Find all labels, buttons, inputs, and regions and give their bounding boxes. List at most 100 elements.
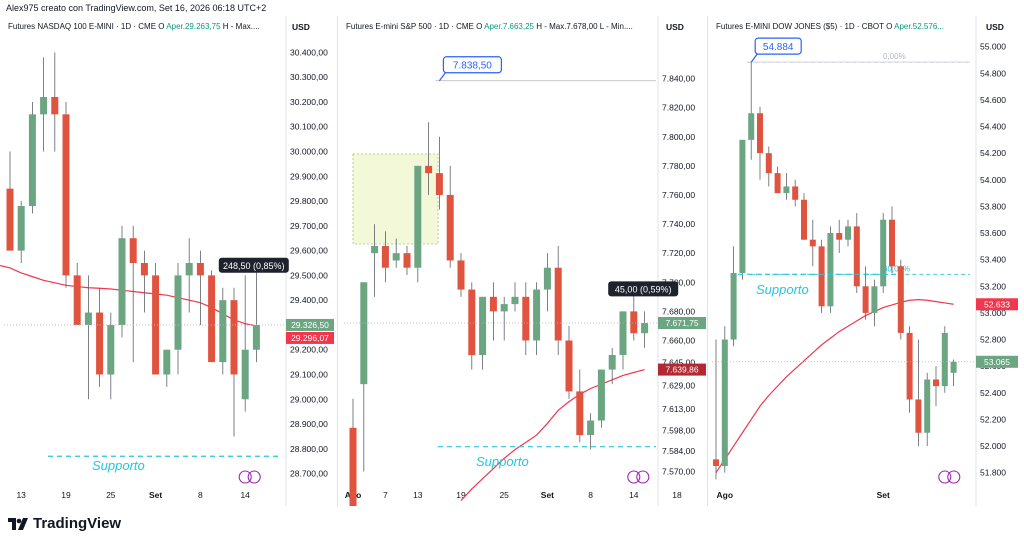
x-tick-label: Ago: [717, 490, 734, 500]
panel-dow[interactable]: 55.000 54.800 54.600 54.400 54.200 54.000 53.8…: [708, 16, 1024, 506]
replay-icon: [627, 470, 641, 484]
candle-up: [533, 289, 541, 341]
alert-icon: [636, 470, 650, 484]
candle-down: [757, 113, 763, 154]
candle-up: [597, 369, 605, 421]
candle-down: [809, 239, 816, 247]
y-tick-label: 7.570,00: [662, 466, 695, 476]
x-tick-label: 13: [413, 490, 423, 500]
last-price-tag: [976, 355, 1018, 368]
candle-up: [163, 349, 171, 375]
candle-up: [17, 206, 25, 251]
x-tick-label: 19: [61, 490, 71, 500]
symbol-title-sp500[interactable]: Futures E-mini S&P 500 · 1D · CME O Aper…: [346, 22, 658, 31]
symbol-title-nasdaq[interactable]: Futures NASDAQ 100 E-MINI · 1D · CME O A…: [8, 22, 278, 31]
currency-label: USD: [666, 22, 684, 32]
ma-price-tag: [286, 331, 334, 344]
candle-down: [62, 114, 70, 276]
candle-up: [619, 311, 627, 356]
candle-up: [827, 233, 834, 307]
y-tick-label: 54.600: [980, 95, 1006, 105]
ohlc-open-value: Aper.29.263,75: [166, 22, 221, 31]
fib-level-label: 60,00%: [883, 264, 910, 273]
candle-down: [889, 219, 895, 267]
x-tick-label: Set: [877, 490, 890, 500]
y-tick-label: 53.800: [980, 201, 1006, 211]
moving-average-line: [715, 299, 954, 474]
candle-up: [950, 361, 957, 373]
candle-up: [241, 349, 249, 400]
tradingview-logo[interactable]: TradingView: [8, 515, 121, 532]
y-tick-label: 30.000,00: [290, 147, 328, 157]
candle-down: [576, 391, 584, 436]
high-callout-pointer: [750, 53, 758, 63]
y-tick-label: 52.200: [980, 414, 1006, 424]
y-tick-label: 29.900,00: [290, 171, 328, 181]
candle-down: [435, 173, 443, 195]
attribution-bar: Alex975 creato con TradingView.com, Set …: [0, 0, 1024, 16]
x-tick-label: 14: [240, 490, 250, 500]
y-tick-label: 29.600,00: [290, 246, 328, 256]
y-tick-label: 54.400: [980, 122, 1006, 132]
change-tooltip-text: 248,50 (0,85%): [223, 261, 285, 271]
y-tick-label: 7.780,00: [662, 161, 695, 171]
y-tick-label: 53.200: [980, 281, 1006, 291]
candle-up: [500, 304, 508, 312]
y-tick-label: 52.400: [980, 388, 1006, 398]
candle-up: [219, 300, 227, 363]
candle-down: [853, 226, 860, 287]
last-price-tag: [658, 317, 706, 330]
candle-down: [140, 263, 148, 276]
candle-down: [774, 173, 781, 194]
change-tooltip: [608, 281, 679, 297]
panel-sp500[interactable]: 7.840,00 7.820,00 7.800,00 7.780,00 7.760,00…: [338, 16, 708, 506]
candle-down: [446, 194, 454, 261]
y-tick-label: 28.800,00: [290, 444, 328, 454]
y-tick-label: 54.800: [980, 68, 1006, 78]
y-tick-label: 7.584,00: [662, 446, 695, 456]
candle-down: [554, 267, 562, 341]
candle-down: [152, 275, 160, 375]
last-price-text: 7.671,75: [665, 318, 698, 328]
candle-up: [641, 323, 649, 334]
candle-down: [801, 199, 807, 240]
replay-icon: [238, 470, 252, 484]
candle-up: [360, 282, 368, 385]
chart-layout: 30.400,00 30.300,00 30.200,00 30.100,00 30.0…: [0, 16, 1024, 506]
candle-up: [392, 253, 400, 261]
candle-down: [468, 289, 476, 356]
candle-down: [425, 165, 433, 174]
candle-down: [73, 275, 81, 325]
y-tick-label: 30.100,00: [290, 122, 328, 132]
candle-up: [371, 245, 379, 254]
candle-up: [185, 263, 193, 276]
support-label: Supporto: [756, 282, 809, 297]
candle-down: [489, 296, 497, 312]
x-tick-label: 18: [672, 490, 682, 500]
symbol-name: Futures NASDAQ 100 E-MINI · 1D · CME: [8, 22, 157, 31]
candle-up: [511, 296, 519, 305]
y-tick-label: 7.660,00: [662, 335, 695, 345]
y-tick-label: 7.720,00: [662, 248, 695, 258]
y-tick-label: 54.000: [980, 175, 1006, 185]
y-tick-label: 52.000: [980, 441, 1006, 451]
change-tooltip-text: 45,00 (0,59%): [615, 284, 672, 294]
chart-nasdaq[interactable]: 30.400,00 30.300,00 30.200,00 30.100,00 30.0…: [0, 16, 338, 506]
x-tick-label: 7: [383, 490, 388, 500]
candle-up: [871, 286, 878, 313]
y-tick-label: 53.400: [980, 255, 1006, 265]
chart-dow[interactable]: 55.000 54.800 54.600 54.400 54.200 54.000 53.8…: [708, 16, 1024, 506]
y-tick-label: 29.100,00: [290, 370, 328, 380]
symbol-name: Futures E-MINI DOW JONES ($5) · 1D · CBO…: [716, 22, 884, 31]
chart-sp500[interactable]: 7.840,00 7.820,00 7.800,00 7.780,00 7.760,00…: [338, 16, 708, 506]
symbol-title-dow[interactable]: Futures E-MINI DOW JONES ($5) · 1D · CBO…: [716, 22, 974, 31]
y-tick-label: 54.200: [980, 148, 1006, 158]
candle-down: [403, 253, 411, 268]
last-price-text: 29.326,50: [291, 320, 329, 330]
x-tick-label: 8: [198, 490, 203, 500]
panel-nasdaq[interactable]: 30.400,00 30.300,00 30.200,00 30.100,00 30.0…: [0, 16, 338, 506]
y-tick-label: 7.700,00: [662, 277, 695, 287]
candle-up: [414, 165, 422, 268]
candle-up: [783, 186, 790, 194]
candle-down: [129, 238, 137, 263]
